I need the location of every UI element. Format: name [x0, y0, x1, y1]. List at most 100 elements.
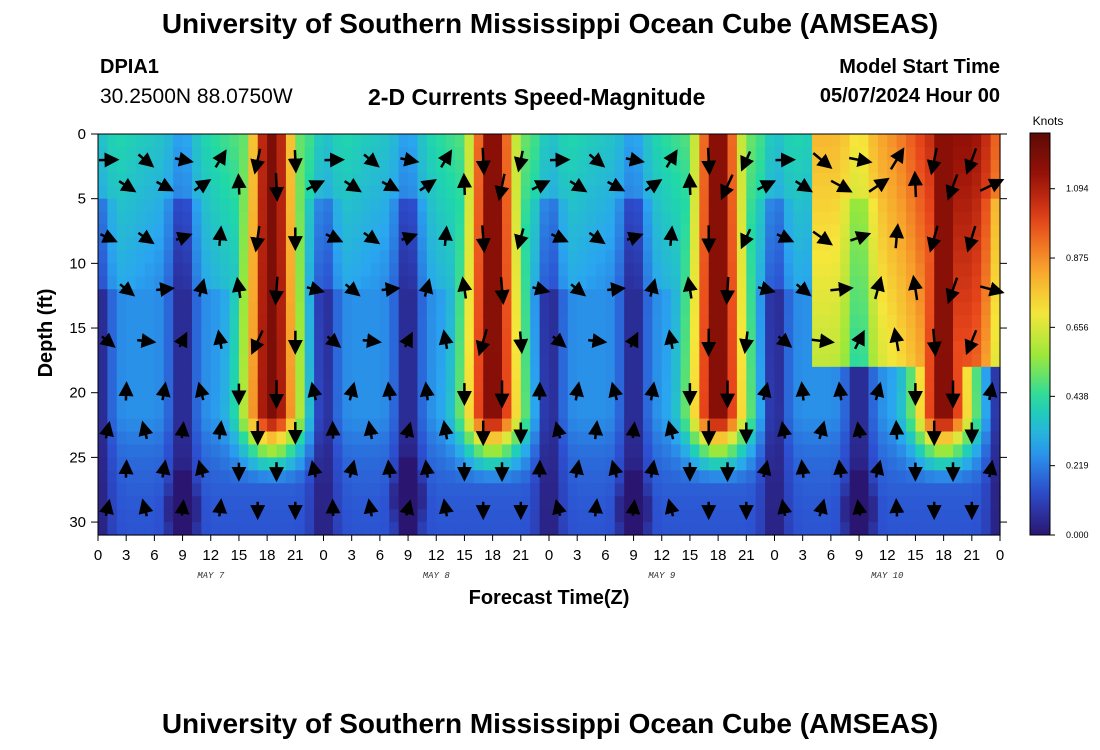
heat-cell — [549, 353, 559, 368]
heat-cell — [887, 276, 898, 290]
heat-cell — [379, 315, 390, 329]
heat-cell — [915, 250, 926, 264]
heat-cell — [934, 263, 945, 277]
heat-cell — [389, 457, 400, 471]
heat-cell — [530, 224, 541, 239]
heat-cell — [924, 250, 935, 264]
heat-cell — [783, 159, 794, 174]
heat-cell — [483, 224, 494, 239]
heat-cell — [868, 470, 879, 484]
heat-cell — [455, 509, 466, 523]
heat-cell — [267, 457, 278, 471]
heat-cell — [323, 198, 334, 213]
heat-cell — [661, 172, 672, 187]
heat-cell — [238, 431, 249, 446]
heat-cell — [783, 263, 794, 277]
heat-cell — [285, 302, 296, 316]
heat-cell — [163, 159, 174, 174]
heat-cell — [445, 405, 456, 420]
heat-cell — [877, 418, 888, 433]
current-vector-arrow — [457, 276, 473, 299]
heat-cell — [849, 483, 860, 497]
heat-cell — [783, 302, 794, 316]
heat-cell — [840, 263, 851, 277]
current-vector-arrow — [830, 178, 853, 193]
heat-cell — [736, 457, 747, 471]
heat-cell — [953, 289, 964, 303]
heat-cell — [605, 470, 616, 484]
heat-cell — [191, 250, 202, 264]
heat-cell — [455, 134, 466, 148]
heat-cell — [379, 522, 390, 536]
heat-cell — [661, 134, 672, 148]
heat-cell — [765, 198, 776, 213]
heat-cell — [455, 340, 466, 355]
heat-cell — [887, 146, 898, 161]
heat-cell — [295, 379, 306, 394]
heat-cell — [511, 457, 522, 471]
heat-cell — [483, 315, 494, 329]
heat-cell — [398, 134, 409, 148]
heat-cell — [398, 379, 409, 394]
heat-cell — [887, 289, 898, 303]
day-label: MAY 10 — [871, 571, 904, 581]
current-vector-arrow — [137, 229, 155, 245]
heat-cell — [455, 211, 466, 226]
heat-cell — [558, 211, 569, 226]
heat-cell — [304, 522, 315, 536]
heat-cell — [173, 328, 184, 342]
heat-cell — [304, 418, 315, 433]
heat-cell — [135, 509, 146, 523]
heat-cell — [314, 198, 325, 213]
heat-cell — [276, 211, 287, 226]
heat-cell — [802, 328, 813, 342]
heat-cell — [981, 276, 992, 290]
heat-cell — [943, 250, 954, 264]
heat-cell — [671, 134, 682, 148]
heat-cell — [595, 340, 606, 355]
heat-cell — [652, 315, 663, 329]
heat-cell — [473, 405, 484, 420]
heat-cell — [877, 328, 888, 342]
heat-cell — [511, 134, 522, 148]
heat-cell — [605, 302, 616, 316]
heat-cell — [426, 224, 437, 239]
heat-cell — [840, 379, 851, 394]
current-vector-arrow — [513, 331, 529, 355]
heat-cell — [793, 470, 804, 484]
heat-cell — [520, 418, 531, 433]
heat-cell — [633, 224, 644, 239]
heat-cell — [257, 250, 268, 264]
current-vector-arrow — [363, 152, 380, 168]
heat-cell — [379, 405, 390, 420]
heat-cell — [342, 328, 353, 342]
heat-cell — [220, 159, 231, 174]
heat-cell — [624, 134, 635, 148]
x-tick-label: 15 — [907, 547, 924, 564]
heat-cell — [220, 263, 231, 277]
heat-cell — [868, 340, 879, 355]
heat-cell — [859, 379, 870, 394]
heat-cell — [699, 302, 710, 316]
heat-cell — [248, 457, 259, 471]
heat-cell — [276, 418, 287, 433]
heat-cell — [736, 198, 747, 213]
heat-cell — [370, 146, 381, 161]
heat-cell — [981, 237, 992, 252]
colorbar-tick-label: 0.656 — [1066, 322, 1089, 332]
heat-cell — [154, 328, 165, 342]
heat-cell — [116, 198, 127, 213]
heat-cell — [830, 444, 841, 458]
station-coordinates: 30.2500N 88.0750W — [100, 85, 293, 108]
heat-cell — [455, 159, 466, 174]
heat-cell — [661, 509, 672, 523]
heat-cell — [708, 522, 719, 536]
heat-cell — [981, 418, 992, 433]
heat-cell — [539, 431, 550, 446]
heat-cell — [642, 250, 653, 264]
heat-cell — [812, 496, 823, 510]
heat-cell — [464, 483, 475, 497]
heat-cell — [342, 263, 353, 277]
heat-cell — [793, 496, 804, 510]
heat-cell — [915, 431, 926, 446]
